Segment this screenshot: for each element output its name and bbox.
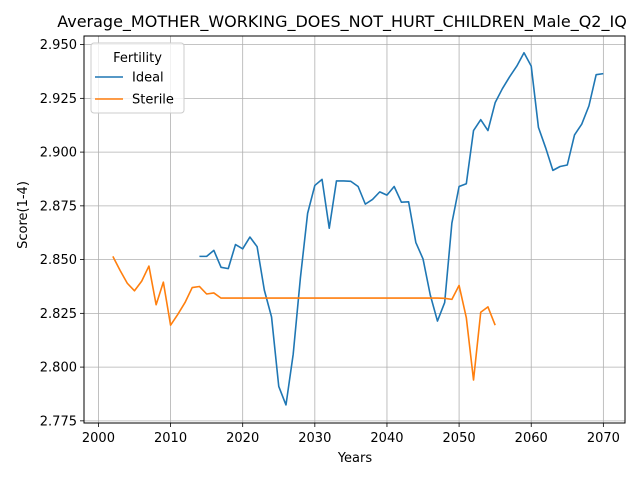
series-line-ideal <box>199 51 604 406</box>
plot-lines <box>112 51 604 406</box>
y-tick-label: 2.950 <box>40 38 77 53</box>
y-tick-label: 2.875 <box>40 199 77 214</box>
x-tick-label: 2030 <box>298 431 331 446</box>
legend: Fertility Ideal Sterile <box>90 42 185 114</box>
legend-label-sterile: Sterile <box>132 93 174 108</box>
x-axis-label: Years <box>337 451 373 466</box>
y-tick-label: 2.825 <box>40 307 77 322</box>
x-tick-label: 2060 <box>515 431 548 446</box>
y-tick-label: 2.925 <box>40 92 77 107</box>
y-tick-label: 2.800 <box>40 361 77 376</box>
x-tick-label: 2040 <box>370 431 403 446</box>
x-tick-label: 2020 <box>226 431 259 446</box>
chart-title: Average_MOTHER_WORKING_DOES_NOT_HURT_CHI… <box>57 12 627 32</box>
grid <box>84 36 625 423</box>
x-tick-label: 2000 <box>82 431 115 446</box>
ticks: 2000 2010 2020 2030 2040 2050 2060 2070 2.775 2.8… <box>40 38 620 446</box>
plot-frame <box>83 35 626 424</box>
x-tick-label: 2010 <box>154 431 187 446</box>
x-tick-label: 2050 <box>443 431 476 446</box>
y-tick-label: 2.775 <box>40 414 77 429</box>
x-tick-label: 2070 <box>587 431 620 446</box>
legend-box <box>90 42 185 114</box>
legend-title: Fertility <box>113 51 162 66</box>
legend-label-ideal: Ideal <box>132 71 164 86</box>
y-axis-label: Score(1-4) <box>16 181 31 249</box>
y-tick-label: 2.900 <box>40 146 77 161</box>
series-line-sterile <box>112 256 496 381</box>
y-tick-label: 2.850 <box>40 253 77 268</box>
